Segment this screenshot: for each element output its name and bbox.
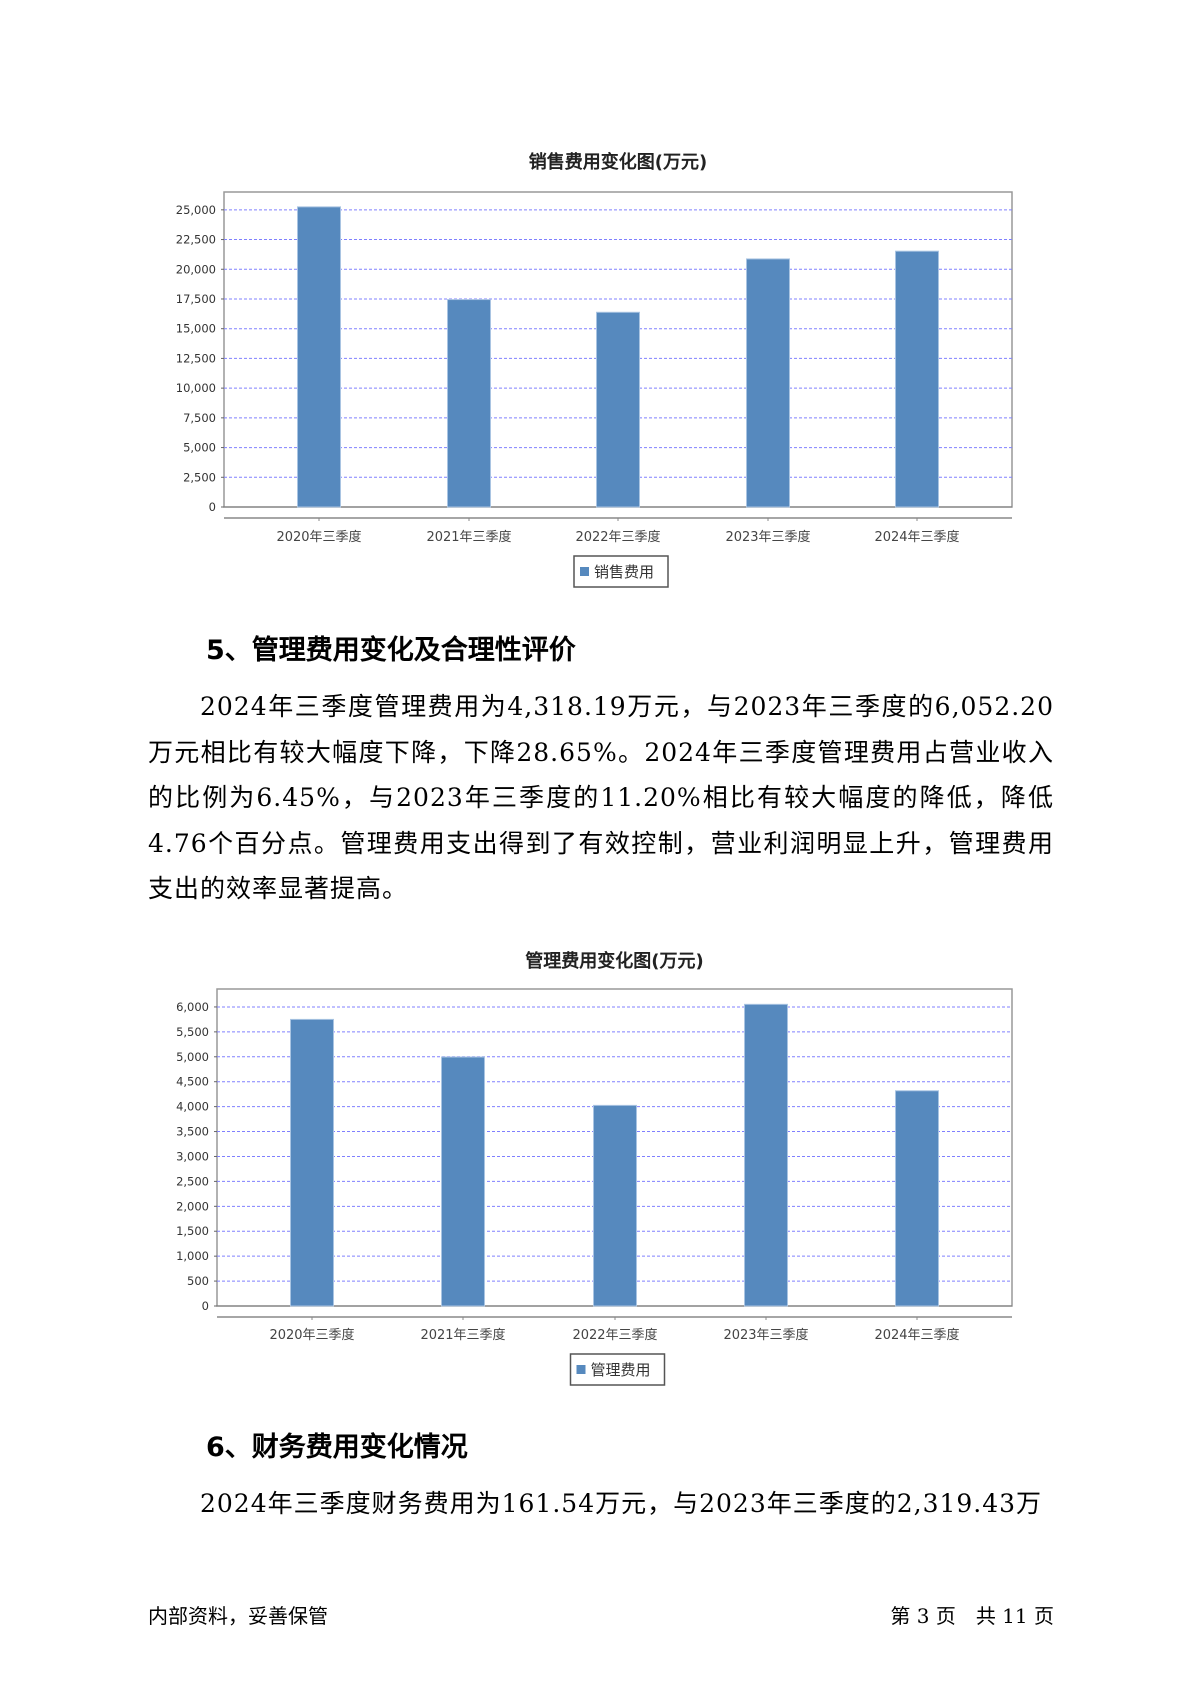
x-tick-label: 2022年三季度 bbox=[572, 1327, 657, 1343]
bar bbox=[447, 299, 491, 508]
section-5-heading: 5、管理费用变化及合理性评价 bbox=[206, 635, 576, 666]
section-5-paragraph: 2024年三季度管理费用为4,318.19万元，与2023年三季度的6,052.… bbox=[148, 684, 1054, 912]
bar bbox=[895, 250, 939, 508]
y-tick-label: 25,000 bbox=[176, 203, 216, 217]
y-tick-label: 1,000 bbox=[176, 1249, 209, 1263]
bar bbox=[290, 1018, 334, 1307]
y-tick-label: 2,500 bbox=[183, 470, 216, 484]
bar bbox=[596, 311, 640, 508]
bar bbox=[297, 206, 341, 508]
y-tick-label: 5,000 bbox=[176, 1050, 209, 1064]
sales-expense-chart: 销售费用变化图(万元) 0 2,500 5,000 7,500 10,000 12,500 1… bbox=[176, 151, 1013, 588]
x-tick-label: 2023年三季度 bbox=[725, 529, 810, 545]
x-tick-label: 2020年三季度 bbox=[269, 1327, 354, 1343]
y-tick-label: 20,000 bbox=[176, 262, 216, 276]
x-tick-label: 2022年三季度 bbox=[575, 529, 660, 545]
y-tick-label: 10,000 bbox=[176, 381, 216, 395]
legend-box bbox=[569, 1353, 666, 1386]
y-tick-label: 0 bbox=[202, 1299, 209, 1313]
bar bbox=[441, 1056, 485, 1307]
legend-swatch bbox=[580, 567, 589, 576]
y-tick-label: 3,000 bbox=[176, 1149, 209, 1163]
section-6-heading: 6、财务费用变化情况 bbox=[206, 1432, 468, 1463]
y-tick-label: 15,000 bbox=[176, 322, 216, 336]
y-tick-label: 7,500 bbox=[183, 411, 216, 425]
footer-confidential: 内部资料，妥善保管 bbox=[148, 1604, 328, 1628]
legend-label: 管理费用 bbox=[591, 1361, 651, 1379]
y-tick-label: 17,500 bbox=[176, 292, 216, 306]
x-tick-label: 2021年三季度 bbox=[420, 1327, 505, 1343]
x-tick-label: 2021年三季度 bbox=[426, 529, 511, 545]
y-tick-label: 5,000 bbox=[183, 441, 216, 455]
legend-swatch bbox=[576, 1365, 586, 1374]
bar bbox=[593, 1104, 637, 1307]
y-tick-label: 6,000 bbox=[176, 1000, 209, 1014]
legend-label: 销售费用 bbox=[594, 563, 654, 581]
y-tick-label: 4,000 bbox=[176, 1100, 209, 1114]
y-tick-label: 2,000 bbox=[176, 1199, 209, 1213]
legend-box bbox=[573, 555, 669, 588]
bar bbox=[746, 258, 790, 508]
x-tick-label: 2024年三季度 bbox=[874, 529, 959, 545]
y-tick-label: 5,500 bbox=[176, 1025, 209, 1039]
footer-page-number: 第 3 页 共 11 页 bbox=[890, 1604, 1054, 1628]
y-tick-label: 0 bbox=[209, 500, 216, 514]
y-tick-label: 4,500 bbox=[176, 1075, 209, 1089]
chart-title: 管理费用变化图(万元) bbox=[525, 950, 703, 972]
x-tick-label: 2020年三季度 bbox=[276, 529, 361, 545]
x-tick-label: 2023年三季度 bbox=[723, 1327, 808, 1343]
section-6-text: 2024年三季度财务费用为161.54万元，与2023年三季度的2,319.43… bbox=[200, 1489, 1043, 1518]
y-tick-label: 22,500 bbox=[176, 233, 216, 247]
bar bbox=[744, 1003, 788, 1307]
bar bbox=[895, 1090, 939, 1307]
section-6-paragraph: 2024年三季度财务费用为161.54万元，与2023年三季度的2,319.43… bbox=[148, 1481, 1054, 1527]
admin-expense-chart: 管理费用变化图(万元) 0 500 1,000 1,500 2,000 2,500 3,000… bbox=[176, 950, 1013, 1386]
section-5-text: 2024年三季度管理费用为4,318.19万元，与2023年三季度的6,052.… bbox=[148, 692, 1054, 903]
y-tick-label: 2,500 bbox=[176, 1174, 209, 1188]
y-tick-label: 1,500 bbox=[176, 1224, 209, 1238]
chart-title: 销售费用变化图(万元) bbox=[529, 151, 707, 173]
x-tick-label: 2024年三季度 bbox=[874, 1327, 959, 1343]
y-tick-label: 500 bbox=[187, 1274, 209, 1288]
y-tick-label: 12,500 bbox=[176, 351, 216, 365]
y-tick-label: 3,500 bbox=[176, 1125, 209, 1139]
